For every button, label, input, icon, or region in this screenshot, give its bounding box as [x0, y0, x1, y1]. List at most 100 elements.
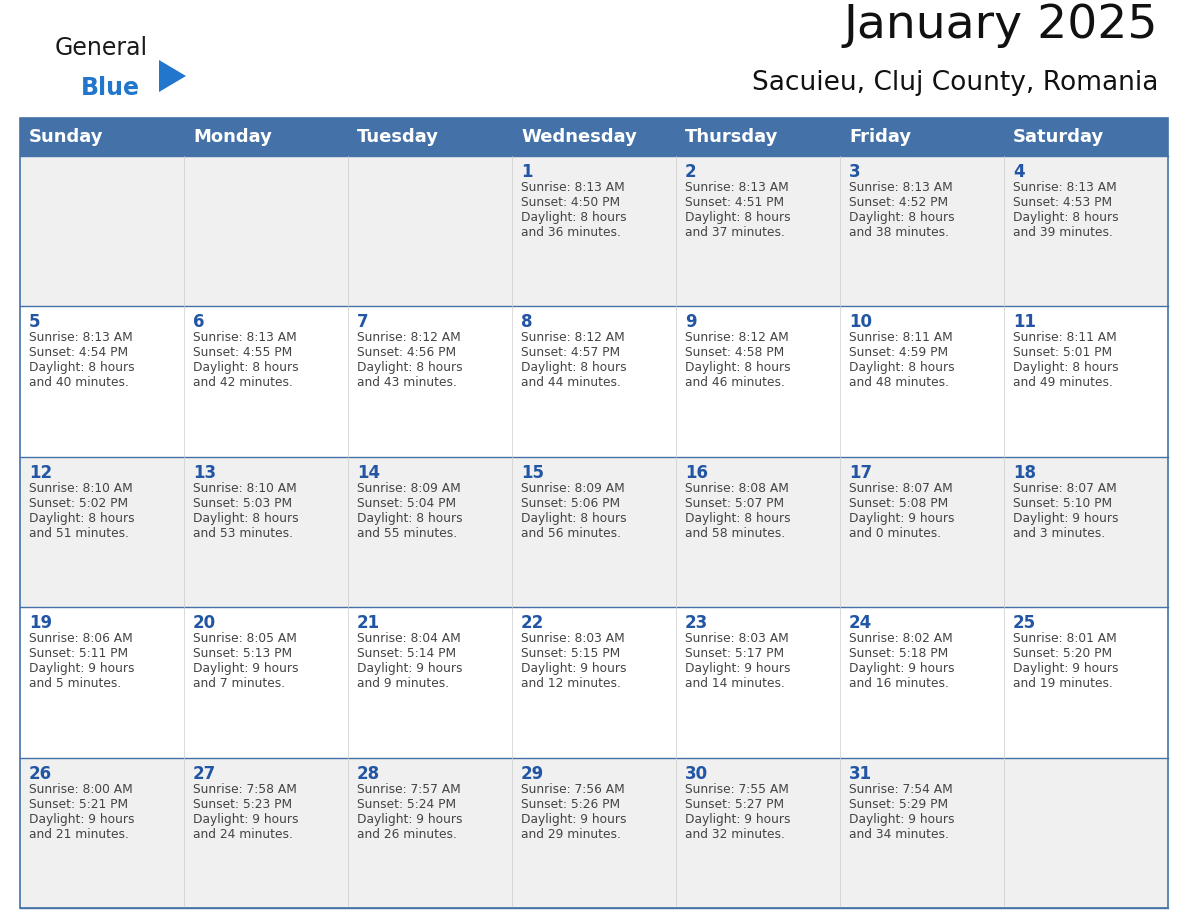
Text: and 3 minutes.: and 3 minutes.	[1013, 527, 1105, 540]
Text: Sunrise: 7:55 AM: Sunrise: 7:55 AM	[685, 783, 789, 796]
Text: Sunset: 5:18 PM: Sunset: 5:18 PM	[849, 647, 948, 660]
Text: 29: 29	[522, 765, 544, 783]
Text: Sunset: 5:04 PM: Sunset: 5:04 PM	[358, 497, 456, 509]
Text: Sunset: 4:59 PM: Sunset: 4:59 PM	[849, 346, 948, 360]
Text: Sunset: 4:55 PM: Sunset: 4:55 PM	[192, 346, 292, 360]
Text: 24: 24	[849, 614, 872, 633]
Text: Sunset: 5:27 PM: Sunset: 5:27 PM	[685, 798, 784, 811]
Text: Sunrise: 8:07 AM: Sunrise: 8:07 AM	[849, 482, 953, 495]
Text: 28: 28	[358, 765, 380, 783]
Text: 4: 4	[1013, 163, 1024, 181]
Text: 27: 27	[192, 765, 216, 783]
Text: Sunrise: 8:12 AM: Sunrise: 8:12 AM	[522, 331, 625, 344]
Text: 30: 30	[685, 765, 708, 783]
Text: Sunrise: 8:13 AM: Sunrise: 8:13 AM	[1013, 181, 1117, 194]
Bar	[20, 457, 1168, 607]
Text: Daylight: 9 hours: Daylight: 9 hours	[522, 662, 626, 676]
Text: Daylight: 8 hours: Daylight: 8 hours	[849, 362, 955, 375]
Text: and 14 minutes.: and 14 minutes.	[685, 677, 785, 690]
Text: Sunset: 5:21 PM: Sunset: 5:21 PM	[29, 798, 128, 811]
Text: Sunset: 5:08 PM: Sunset: 5:08 PM	[849, 497, 948, 509]
Text: Daylight: 9 hours: Daylight: 9 hours	[849, 812, 954, 825]
Text: Sunrise: 8:13 AM: Sunrise: 8:13 AM	[522, 181, 625, 194]
Text: Sunset: 4:51 PM: Sunset: 4:51 PM	[685, 196, 784, 209]
Text: 9: 9	[685, 313, 696, 331]
Text: Daylight: 8 hours: Daylight: 8 hours	[1013, 211, 1119, 224]
Text: Daylight: 8 hours: Daylight: 8 hours	[685, 362, 791, 375]
Text: Sunrise: 8:13 AM: Sunrise: 8:13 AM	[192, 331, 297, 344]
Text: Daylight: 9 hours: Daylight: 9 hours	[29, 662, 134, 676]
Bar	[20, 757, 1168, 908]
Text: Daylight: 8 hours: Daylight: 8 hours	[685, 211, 791, 224]
Text: Sunset: 5:17 PM: Sunset: 5:17 PM	[685, 647, 784, 660]
Text: Sunrise: 8:00 AM: Sunrise: 8:00 AM	[29, 783, 133, 796]
Text: Sunset: 5:11 PM: Sunset: 5:11 PM	[29, 647, 128, 660]
Text: Daylight: 9 hours: Daylight: 9 hours	[192, 812, 298, 825]
Text: and 46 minutes.: and 46 minutes.	[685, 376, 785, 389]
Text: and 32 minutes.: and 32 minutes.	[685, 828, 785, 841]
Text: Sunrise: 8:06 AM: Sunrise: 8:06 AM	[29, 633, 133, 645]
Text: and 36 minutes.: and 36 minutes.	[522, 226, 621, 239]
Text: and 43 minutes.: and 43 minutes.	[358, 376, 457, 389]
Text: and 29 minutes.: and 29 minutes.	[522, 828, 621, 841]
Text: 16: 16	[685, 464, 708, 482]
Text: and 21 minutes.: and 21 minutes.	[29, 828, 128, 841]
Text: Sunset: 5:01 PM: Sunset: 5:01 PM	[1013, 346, 1112, 360]
Text: Sunrise: 7:56 AM: Sunrise: 7:56 AM	[522, 783, 625, 796]
Text: 13: 13	[192, 464, 216, 482]
Text: Daylight: 9 hours: Daylight: 9 hours	[358, 662, 462, 676]
Text: 25: 25	[1013, 614, 1036, 633]
Text: Sunrise: 8:13 AM: Sunrise: 8:13 AM	[29, 331, 133, 344]
Text: Sunrise: 8:03 AM: Sunrise: 8:03 AM	[522, 633, 625, 645]
Text: 31: 31	[849, 765, 872, 783]
Text: Saturday: Saturday	[1013, 128, 1105, 146]
Text: Sunrise: 8:10 AM: Sunrise: 8:10 AM	[192, 482, 297, 495]
Text: Thursday: Thursday	[685, 128, 778, 146]
Text: Sunset: 5:02 PM: Sunset: 5:02 PM	[29, 497, 128, 509]
Text: Daylight: 9 hours: Daylight: 9 hours	[685, 662, 790, 676]
Text: 10: 10	[849, 313, 872, 331]
Text: Sunset: 5:10 PM: Sunset: 5:10 PM	[1013, 497, 1112, 509]
Text: Monday: Monday	[192, 128, 272, 146]
Text: Sunset: 4:56 PM: Sunset: 4:56 PM	[358, 346, 456, 360]
Text: 2: 2	[685, 163, 696, 181]
Text: 23: 23	[685, 614, 708, 633]
Text: and 56 minutes.: and 56 minutes.	[522, 527, 621, 540]
Text: Daylight: 9 hours: Daylight: 9 hours	[849, 662, 954, 676]
Text: and 37 minutes.: and 37 minutes.	[685, 226, 785, 239]
Text: Sunrise: 8:09 AM: Sunrise: 8:09 AM	[522, 482, 625, 495]
Text: Sunrise: 8:12 AM: Sunrise: 8:12 AM	[685, 331, 789, 344]
Text: Daylight: 9 hours: Daylight: 9 hours	[358, 812, 462, 825]
Text: and 38 minutes.: and 38 minutes.	[849, 226, 949, 239]
Text: Daylight: 9 hours: Daylight: 9 hours	[1013, 512, 1118, 525]
Text: Sacuieu, Cluj County, Romania: Sacuieu, Cluj County, Romania	[752, 70, 1158, 96]
Text: January 2025: January 2025	[843, 3, 1158, 48]
Text: Sunrise: 8:13 AM: Sunrise: 8:13 AM	[849, 181, 953, 194]
Text: Daylight: 8 hours: Daylight: 8 hours	[358, 512, 462, 525]
Text: and 39 minutes.: and 39 minutes.	[1013, 226, 1113, 239]
Text: Sunset: 4:58 PM: Sunset: 4:58 PM	[685, 346, 784, 360]
Text: 21: 21	[358, 614, 380, 633]
Text: Sunset: 5:23 PM: Sunset: 5:23 PM	[192, 798, 292, 811]
Text: Sunset: 5:07 PM: Sunset: 5:07 PM	[685, 497, 784, 509]
Text: 6: 6	[192, 313, 204, 331]
Text: Daylight: 9 hours: Daylight: 9 hours	[685, 812, 790, 825]
Text: Sunrise: 8:10 AM: Sunrise: 8:10 AM	[29, 482, 133, 495]
Text: 17: 17	[849, 464, 872, 482]
Text: 19: 19	[29, 614, 52, 633]
Text: Sunset: 5:03 PM: Sunset: 5:03 PM	[192, 497, 292, 509]
Text: Wednesday: Wednesday	[522, 128, 637, 146]
Bar	[20, 118, 1168, 156]
Text: Sunset: 5:13 PM: Sunset: 5:13 PM	[192, 647, 292, 660]
Polygon shape	[159, 60, 187, 92]
Text: Daylight: 9 hours: Daylight: 9 hours	[849, 512, 954, 525]
Text: Sunset: 4:57 PM: Sunset: 4:57 PM	[522, 346, 620, 360]
Text: Daylight: 8 hours: Daylight: 8 hours	[358, 362, 462, 375]
Text: 20: 20	[192, 614, 216, 633]
Text: Sunset: 5:14 PM: Sunset: 5:14 PM	[358, 647, 456, 660]
Text: and 51 minutes.: and 51 minutes.	[29, 527, 129, 540]
Text: Sunrise: 8:01 AM: Sunrise: 8:01 AM	[1013, 633, 1117, 645]
Text: and 55 minutes.: and 55 minutes.	[358, 527, 457, 540]
Text: and 44 minutes.: and 44 minutes.	[522, 376, 621, 389]
Text: Sunset: 5:29 PM: Sunset: 5:29 PM	[849, 798, 948, 811]
